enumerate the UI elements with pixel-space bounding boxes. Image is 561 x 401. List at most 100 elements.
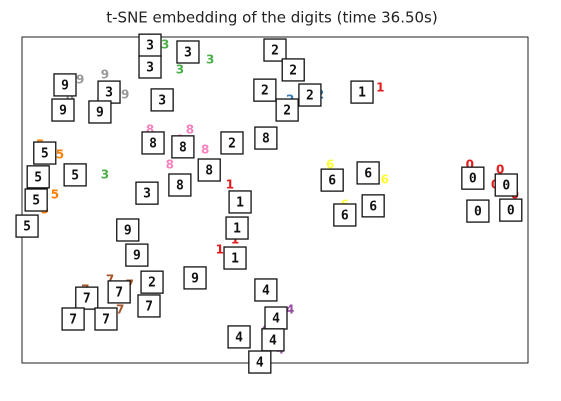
thumbnail-box (15, 214, 39, 238)
thumbnail-digit: 8 (179, 140, 187, 155)
thumbnail-box (33, 141, 57, 165)
thumbnail-box (298, 83, 322, 107)
digit-point: 8 (146, 122, 154, 136)
thumbnail-digit: 8 (205, 164, 213, 179)
thumbnail-digit: 9 (59, 104, 67, 119)
thumbnail-box (466, 199, 490, 223)
thumbnail-digit: 2 (228, 136, 236, 151)
thumbnail-digit: 4 (262, 283, 270, 298)
thumbnail-digit: 2 (289, 63, 297, 78)
thumbnail-digit: 7 (145, 299, 153, 314)
thumbnail-box (263, 38, 287, 62)
thumbnail-digit: 4 (235, 330, 243, 345)
digit-point: 3 (161, 38, 169, 52)
thumbnail-box (254, 126, 278, 150)
thumbnail-digit: 3 (184, 45, 192, 60)
thumbnail-digit: 1 (236, 195, 244, 210)
thumbnail-digit: 2 (148, 276, 156, 291)
thumbnail-digit: 5 (34, 170, 42, 185)
plot-frame (21, 36, 529, 364)
thumbnail-box (281, 58, 305, 82)
thumbnail-digit: 5 (32, 194, 40, 209)
thumbnail-digit: 4 (256, 356, 264, 371)
thumbnail-digit: 6 (364, 166, 372, 181)
chart-title: t-SNE embedding of the digits (time 36.5… (106, 9, 437, 27)
thumbnail-box (168, 173, 192, 197)
thumbnail-box (125, 243, 149, 267)
digit-point: 8 (186, 122, 194, 136)
thumbnail-box (227, 325, 251, 349)
thumbnail-box (361, 194, 385, 218)
thumbnail-digit: 3 (143, 187, 151, 202)
digit-point: 8 (201, 143, 209, 157)
thumbnail-digit: 7 (102, 312, 110, 327)
digit-point: 3 (206, 53, 214, 67)
thumbnail-digit: 9 (61, 78, 69, 93)
thumbnail-digit: 8 (149, 136, 157, 151)
digit-point: 1 (216, 242, 224, 256)
thumbnail-digit: 6 (341, 208, 349, 223)
digit-point: 9 (101, 68, 109, 82)
digit-point: 7 (116, 302, 124, 316)
thumbnail-digit: 9 (191, 271, 199, 286)
digit-point: 1 (376, 80, 384, 94)
thumbnail-box (333, 203, 357, 227)
thumbnail-box (461, 166, 485, 190)
thumbnail-digit: 2 (271, 44, 279, 59)
thumbnail-box (350, 80, 374, 104)
thumbnail-digit: 3 (146, 39, 154, 54)
thumbnail-digit: 1 (233, 222, 241, 237)
thumbnail-box (197, 158, 221, 182)
thumbnail-digit: 7 (69, 312, 77, 327)
thumbnail-digit: 3 (146, 60, 154, 75)
thumbnail-box (137, 294, 161, 318)
thumbnail-digit: 3 (105, 86, 113, 101)
thumbnail-box (228, 190, 252, 214)
thumbnail-digit: 0 (474, 205, 482, 220)
thumbnail-digit: 8 (262, 132, 270, 147)
thumbnail-digit: 2 (283, 104, 291, 119)
thumbnail-box (494, 173, 518, 197)
thumbnail-digit: 1 (358, 86, 366, 101)
thumbnail-digit: 6 (328, 174, 336, 189)
thumbnail-digit: 4 (269, 333, 277, 348)
thumbnail-digit: 9 (96, 105, 104, 120)
thumbnail-box (51, 98, 75, 122)
digit-point: 8 (166, 158, 174, 172)
digit-point: 0 (496, 163, 504, 177)
thumbnail-box (225, 216, 249, 240)
thumbnail-box (140, 270, 164, 294)
thumbnail-box (75, 286, 99, 310)
digit-point: 9 (76, 73, 84, 87)
thumbnail-digit: 7 (83, 292, 91, 307)
thumbnail-digit: 5 (23, 220, 31, 235)
thumbnail-box (24, 188, 48, 212)
digit-point: 3 (176, 62, 184, 76)
thumbnail-box (53, 73, 77, 97)
thumbnail-digit: 0 (507, 204, 515, 219)
thumbnail-digit: 2 (261, 84, 269, 99)
thumbnail-box (356, 161, 380, 185)
digit-point: 1 (226, 178, 234, 192)
thumbnail-digit: 9 (124, 223, 132, 238)
thumbnail-box (261, 328, 285, 352)
digit-point: 6 (381, 173, 389, 187)
thumbnail-box (107, 280, 131, 304)
digit-point: 3 (101, 167, 109, 181)
thumbnail-digit: 3 (158, 93, 166, 108)
thumbnail-box (171, 135, 195, 159)
digit-point: 5 (56, 148, 64, 162)
thumbnail-box (220, 131, 244, 155)
thumbnail-digit: 0 (502, 179, 510, 194)
thumbnail-box (183, 266, 207, 290)
thumbnail-box (61, 307, 85, 331)
thumbnail-box (26, 165, 50, 189)
digit-point: 7 (106, 272, 114, 286)
thumbnail-box (223, 246, 247, 270)
thumbnail-digit: 7 (115, 285, 123, 300)
thumbnail-box (499, 198, 523, 222)
thumbnail-box (150, 88, 174, 112)
thumbnail-digit: 5 (41, 147, 49, 162)
thumbnail-box (116, 218, 140, 242)
